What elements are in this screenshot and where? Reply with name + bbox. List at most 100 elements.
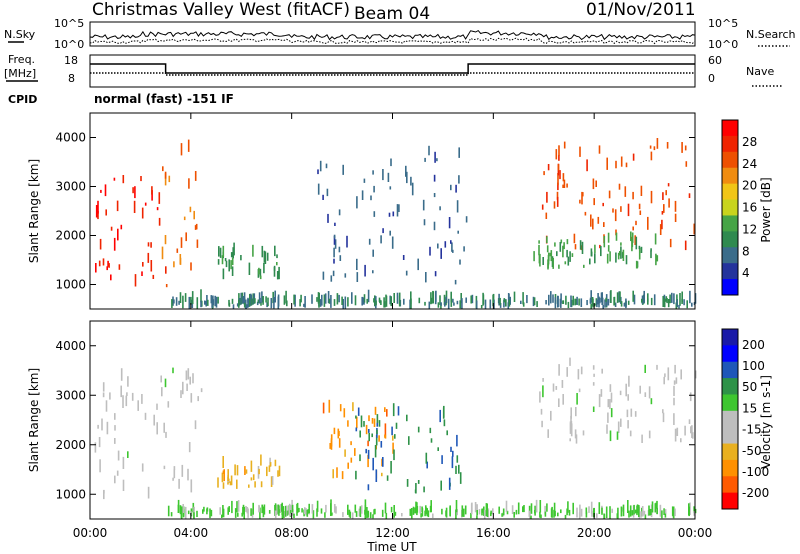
colorbar-tick-label: 15 bbox=[742, 401, 757, 415]
heatmap-cell bbox=[627, 300, 630, 305]
heatmap-cell bbox=[541, 420, 543, 428]
heatmap-cell bbox=[178, 300, 180, 305]
heatmap-cell bbox=[281, 506, 284, 519]
heatmap-cell bbox=[228, 299, 230, 306]
heatmap-cell bbox=[592, 365, 595, 370]
heatmap-cell bbox=[693, 506, 695, 513]
heatmap-cell bbox=[203, 506, 205, 512]
heatmap-cell bbox=[603, 513, 606, 519]
heatmap-cell bbox=[605, 506, 608, 518]
heatmap-cell bbox=[562, 173, 565, 182]
heatmap-cell bbox=[163, 465, 166, 470]
heatmap-cell bbox=[376, 414, 379, 423]
heatmap-cell bbox=[679, 293, 681, 306]
heatmap-cell bbox=[458, 464, 460, 474]
heatmap-cell bbox=[392, 403, 395, 417]
heatmap-cell bbox=[540, 408, 543, 415]
heatmap-cell bbox=[359, 506, 362, 517]
heatmap-cell bbox=[538, 244, 540, 256]
heatmap-cell bbox=[449, 506, 451, 516]
heatmap-cell bbox=[322, 402, 325, 414]
heatmap-cell bbox=[424, 510, 426, 517]
heatmap-cell bbox=[196, 510, 198, 517]
heatmap-cell bbox=[415, 483, 417, 494]
heatmap-cell bbox=[333, 427, 336, 435]
heatmap-cell bbox=[432, 513, 434, 518]
heatmap-cell bbox=[589, 258, 591, 265]
heatmap-cell bbox=[626, 409, 629, 418]
heatmap-cell bbox=[264, 251, 267, 264]
heatmap-cell bbox=[611, 508, 613, 513]
heatmap-cell bbox=[178, 478, 180, 489]
heatmap-cell bbox=[364, 509, 366, 515]
heatmap-cell bbox=[656, 364, 658, 370]
heatmap-cell bbox=[625, 298, 627, 309]
heatmap-cell bbox=[403, 298, 405, 305]
heatmap-cell bbox=[367, 455, 369, 468]
heatmap-cell bbox=[361, 190, 364, 200]
heatmap-cell bbox=[231, 298, 234, 304]
heatmap-cell bbox=[158, 217, 161, 226]
colorbar-segment bbox=[722, 151, 738, 169]
heatmap-cell bbox=[648, 386, 651, 399]
heatmap-cell bbox=[200, 289, 202, 303]
heatmap-cell bbox=[599, 244, 601, 249]
heatmap-cell bbox=[459, 300, 461, 309]
x-tick-label: 00:00 bbox=[73, 526, 108, 540]
heatmap-cell bbox=[436, 158, 438, 162]
heatmap-cell bbox=[271, 476, 274, 485]
heatmap-cell bbox=[265, 296, 267, 303]
colorbar-segment bbox=[722, 476, 738, 494]
heatmap-cell bbox=[630, 408, 633, 417]
heatmap-cell bbox=[680, 438, 682, 443]
heatmap-cell bbox=[597, 216, 600, 224]
heatmap-cell bbox=[333, 234, 336, 239]
y-tick-label: 2000 bbox=[55, 229, 86, 243]
heatmap-cell bbox=[674, 200, 677, 212]
heatmap-cell bbox=[662, 296, 664, 307]
heatmap-cell bbox=[250, 508, 252, 516]
heatmap-cell bbox=[277, 296, 280, 309]
heatmap-cell bbox=[487, 508, 490, 518]
heatmap-cell bbox=[596, 513, 598, 518]
heatmap-cell bbox=[276, 254, 278, 259]
heatmap-cell bbox=[547, 263, 549, 269]
heatmap-cell bbox=[433, 174, 436, 182]
heatmap-cell bbox=[225, 260, 228, 268]
x-tick-label: 04:00 bbox=[174, 526, 209, 540]
heatmap-cell bbox=[231, 266, 234, 276]
heatmap-cell bbox=[120, 224, 123, 230]
heatmap-cell bbox=[618, 183, 621, 190]
heatmap-cell bbox=[367, 484, 370, 491]
heatmap-cell bbox=[258, 468, 260, 475]
heatmap-cell bbox=[338, 294, 340, 303]
heatmap-cell bbox=[489, 299, 492, 309]
heatmap-cell bbox=[520, 300, 522, 304]
heatmap-cell bbox=[632, 153, 635, 161]
heatmap-cell bbox=[417, 258, 419, 271]
heatmap-cell bbox=[190, 262, 192, 271]
heatmap-cell bbox=[259, 507, 261, 519]
heatmap-cell bbox=[406, 479, 409, 487]
heatmap-cell bbox=[215, 296, 218, 308]
heatmap-cell bbox=[185, 232, 187, 242]
heatmap-cell bbox=[573, 233, 576, 244]
heatmap-cell bbox=[395, 422, 398, 429]
heatmap-cell bbox=[274, 290, 276, 303]
heatmap-cell bbox=[354, 295, 357, 306]
heatmap-cell bbox=[339, 255, 342, 261]
heatmap-cell bbox=[342, 164, 344, 175]
heatmap-cell bbox=[274, 459, 277, 467]
velocity-panel: 1000 2000 3000 4000 Slant Range [km] 200 100… bbox=[27, 320, 773, 520]
heatmap-cell bbox=[557, 182, 559, 191]
heatmap-cell bbox=[508, 299, 511, 307]
x-tick-label: 12:00 bbox=[375, 526, 410, 540]
heatmap-cell bbox=[173, 299, 175, 304]
heatmap-cell bbox=[628, 510, 630, 518]
heatmap-cell bbox=[603, 236, 606, 248]
heatmap-cell bbox=[94, 442, 97, 453]
heatmap-cell bbox=[173, 261, 175, 268]
heatmap-cell bbox=[230, 252, 233, 258]
colorbar-tick-label: 100 bbox=[742, 359, 765, 373]
heatmap-cell bbox=[453, 302, 455, 306]
